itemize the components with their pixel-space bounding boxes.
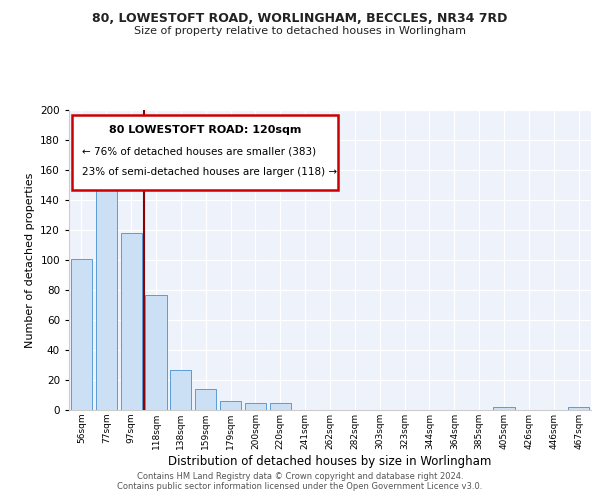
X-axis label: Distribution of detached houses by size in Worlingham: Distribution of detached houses by size …: [169, 454, 491, 468]
FancyBboxPatch shape: [71, 114, 338, 190]
Bar: [270, 402, 291, 410]
Bar: [245, 402, 266, 410]
Bar: [96, 180, 117, 410]
Text: ← 76% of detached houses are smaller (383): ← 76% of detached houses are smaller (38…: [82, 146, 316, 156]
Bar: [121, 233, 142, 410]
Text: Size of property relative to detached houses in Worlingham: Size of property relative to detached ho…: [134, 26, 466, 36]
Bar: [170, 370, 191, 410]
Text: 80, LOWESTOFT ROAD, WORLINGHAM, BECCLES, NR34 7RD: 80, LOWESTOFT ROAD, WORLINGHAM, BECCLES,…: [92, 12, 508, 26]
Y-axis label: Number of detached properties: Number of detached properties: [25, 172, 35, 348]
Bar: [493, 407, 515, 410]
Bar: [71, 258, 92, 410]
Bar: [568, 407, 589, 410]
Bar: [195, 389, 216, 410]
Bar: [145, 294, 167, 410]
Text: 80 LOWESTOFT ROAD: 120sqm: 80 LOWESTOFT ROAD: 120sqm: [109, 125, 301, 135]
Text: Contains HM Land Registry data © Crown copyright and database right 2024.: Contains HM Land Registry data © Crown c…: [137, 472, 463, 481]
Text: 23% of semi-detached houses are larger (118) →: 23% of semi-detached houses are larger (…: [82, 167, 337, 177]
Text: Contains public sector information licensed under the Open Government Licence v3: Contains public sector information licen…: [118, 482, 482, 491]
Bar: [220, 401, 241, 410]
